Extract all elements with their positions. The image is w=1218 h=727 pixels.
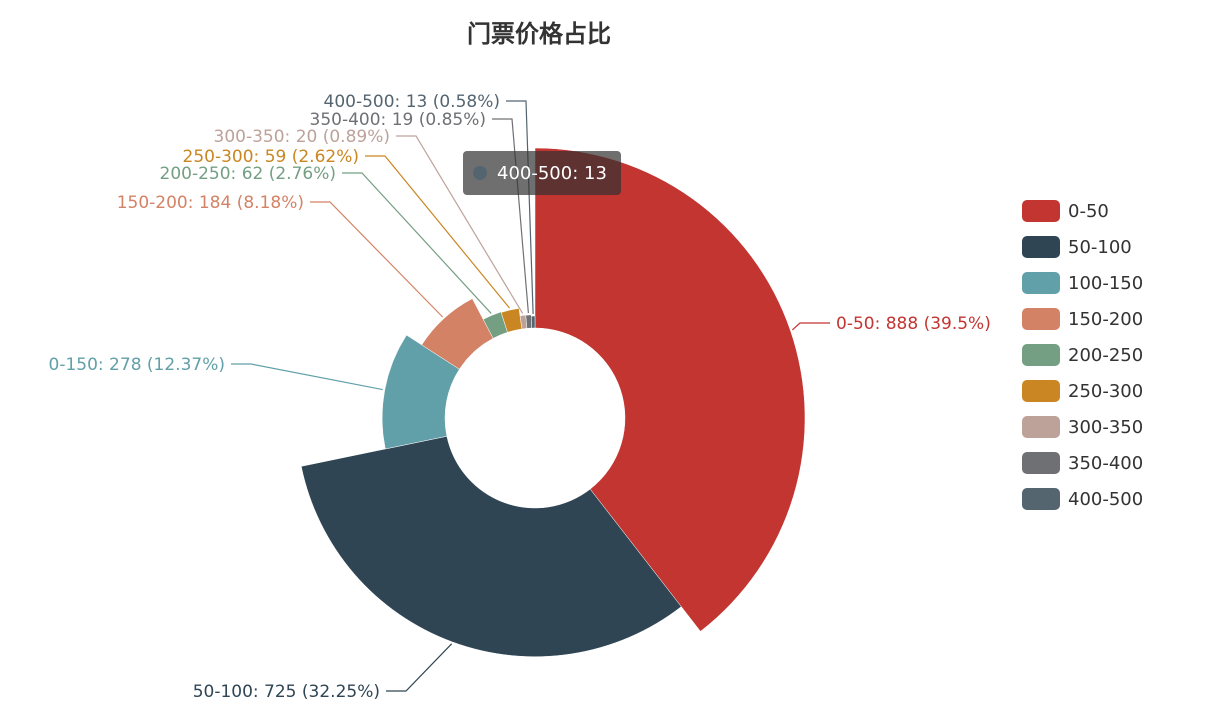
legend-label: 250-300 — [1068, 381, 1143, 402]
legend-swatch — [1022, 308, 1060, 330]
legend-item-0-50[interactable]: 0-50 — [1022, 200, 1109, 222]
label-line-150-200 — [310, 201, 444, 318]
legend-swatch — [1022, 344, 1060, 366]
slice-label-250-300: 250-300: 59 (2.62%) — [183, 147, 359, 167]
label-line-0-50 — [791, 322, 830, 331]
legend-swatch — [1022, 272, 1060, 294]
label-line-300-350 — [396, 135, 524, 314]
label-line-350-400 — [492, 118, 529, 314]
legend-label: 200-250 — [1068, 345, 1143, 366]
legend-item-50-100[interactable]: 50-100 — [1022, 236, 1132, 258]
legend-swatch — [1022, 200, 1060, 222]
slice-400-500[interactable] — [531, 315, 536, 329]
tooltip-dot — [473, 166, 487, 180]
slice-100-150[interactable] — [381, 334, 460, 450]
slice-200-250[interactable] — [482, 311, 508, 339]
slice-label-400-500: 400-500: 13 (0.58%) — [324, 92, 500, 112]
legend-label: 400-500 — [1068, 489, 1143, 510]
legend-swatch — [1022, 380, 1060, 402]
legend-item-350-400[interactable]: 350-400 — [1022, 452, 1143, 474]
legend-swatch — [1022, 452, 1060, 474]
legend-item-150-200[interactable]: 150-200 — [1022, 308, 1143, 330]
legend-label: 50-100 — [1068, 237, 1132, 258]
legend-swatch — [1022, 488, 1060, 510]
legend-item-200-250[interactable]: 200-250 — [1022, 344, 1143, 366]
legend-item-100-150[interactable]: 100-150 — [1022, 272, 1143, 294]
legend-label: 150-200 — [1068, 309, 1143, 330]
slice-0-50[interactable] — [534, 147, 806, 632]
slice-label-350-400: 350-400: 19 (0.85%) — [310, 110, 486, 130]
legend-label: 100-150 — [1068, 273, 1143, 294]
label-line-250-300 — [365, 155, 510, 309]
tooltip-text: 400-500: 13 — [497, 162, 607, 184]
label-line-100-150 — [231, 363, 383, 391]
slice-50-100[interactable] — [300, 435, 682, 657]
slice-label-200-250: 200-250: 62 (2.76%) — [160, 164, 336, 184]
legend-label: 350-400 — [1068, 453, 1143, 474]
legend-label: 300-350 — [1068, 417, 1143, 438]
slice-label-0-50: 0-50: 888 (39.5%) — [836, 314, 991, 334]
legend-swatch — [1022, 236, 1060, 258]
legend-label: 0-50 — [1068, 201, 1109, 222]
legend-item-250-300[interactable]: 250-300 — [1022, 380, 1143, 402]
slice-label-100-150: 0-150: 278 (12.37%) — [49, 355, 225, 375]
legend-swatch — [1022, 416, 1060, 438]
slice-150-200[interactable] — [421, 298, 494, 370]
label-line-400-500 — [506, 100, 534, 315]
tooltip: 400-500: 13 — [463, 151, 621, 195]
slice-label-150-200: 150-200: 184 (8.18%) — [117, 193, 304, 213]
legend-item-300-350[interactable]: 300-350 — [1022, 416, 1143, 438]
legend-item-400-500[interactable]: 400-500 — [1022, 488, 1143, 510]
label-line-200-250 — [342, 172, 492, 314]
slice-350-400[interactable] — [525, 314, 532, 329]
label-line-50-100 — [386, 643, 453, 692]
chart-title: 门票价格占比 — [467, 20, 611, 48]
slice-label-50-100: 50-100: 725 (32.25%) — [193, 682, 380, 702]
slice-label-300-350: 300-350: 20 (0.89%) — [214, 127, 390, 147]
